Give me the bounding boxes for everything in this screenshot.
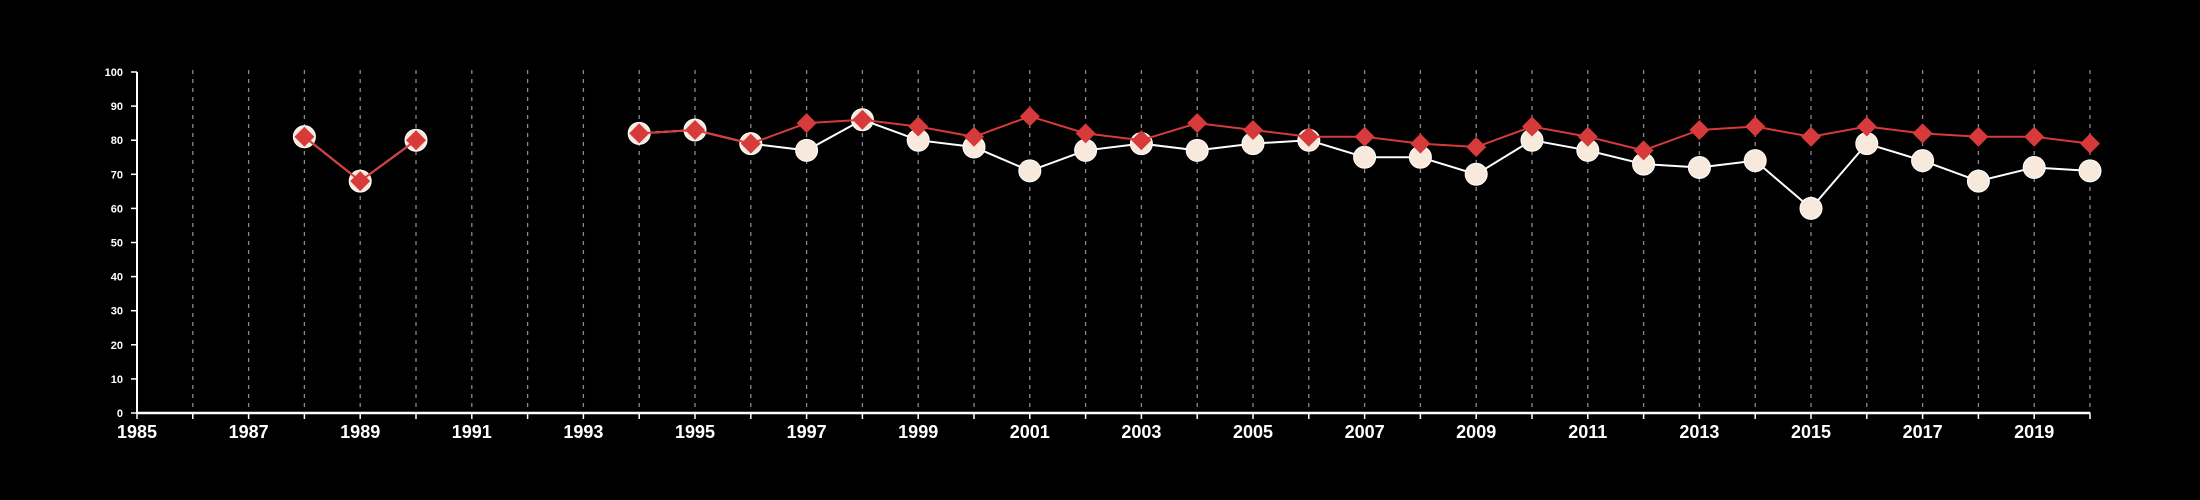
diamond-point-2005	[1243, 119, 1263, 140]
y-tick-label-10: 10	[111, 374, 123, 386]
diamond-point-1996	[740, 133, 761, 154]
diamond-point-2019	[2024, 126, 2045, 147]
diamond-point-2006	[1298, 126, 1319, 147]
x-tick-label-2001: 2001	[1010, 422, 1050, 442]
circle-point-2001	[1018, 159, 1042, 183]
diamond-point-2020	[2080, 133, 2100, 154]
diamond-point-1997	[796, 113, 817, 134]
x-tick-label-2005: 2005	[1233, 422, 1273, 442]
diamond-point-2015	[1801, 126, 1821, 147]
circle-point-2019	[2022, 155, 2046, 179]
series-layer	[292, 106, 2102, 220]
x-tick-label-1997: 1997	[787, 422, 827, 442]
y-tick-label-50: 50	[111, 238, 123, 250]
diamond-point-2004	[1187, 113, 1208, 134]
x-tick-label-1989: 1989	[340, 422, 380, 442]
diamond-point-1989	[350, 171, 371, 192]
y-tick-label-80: 80	[111, 135, 123, 147]
diamond-point-2013	[1689, 119, 1710, 140]
x-tick-label-2017: 2017	[1903, 422, 1943, 442]
diamond-point-1995	[685, 119, 705, 140]
circle-point-2020	[2078, 159, 2102, 183]
y-tick-label-90: 90	[111, 101, 123, 113]
diamond-point-2000	[964, 126, 984, 147]
x-tick-label-1999: 1999	[898, 422, 938, 442]
x-tick-label-2015: 2015	[1791, 422, 1831, 442]
diamond-point-2002	[1075, 123, 1096, 144]
diamond-point-1990	[406, 130, 426, 151]
diamond-point-2001	[1019, 106, 1040, 127]
diamond-point-1994	[629, 123, 650, 144]
circle-point-2009	[1464, 162, 1488, 186]
y-tick-label-60: 60	[111, 203, 123, 215]
diamond-point-1999	[908, 116, 929, 137]
circle-point-2015	[1799, 196, 1823, 220]
diamond-point-2018	[1968, 126, 1989, 147]
series-1-diamond	[294, 106, 2100, 192]
x-tick-label-2007: 2007	[1345, 422, 1385, 442]
x-tick-label-1985: 1985	[117, 422, 157, 442]
x-tick-label-2019: 2019	[2014, 422, 2054, 442]
circle-point-2007	[1353, 145, 1377, 169]
circle-point-2014	[1743, 149, 1767, 173]
circle-point-2017	[1911, 149, 1935, 173]
x-tick-label-1987: 1987	[229, 422, 269, 442]
axes-layer: 0 10 20 30 40 50 60 70 80 90 100 1985 1987 1989 1991 19…	[105, 67, 2091, 442]
y-tick-label-100: 100	[105, 67, 123, 79]
circle-point-1997	[795, 138, 819, 162]
circle-point-2013	[1687, 155, 1711, 179]
y-tick-label-0: 0	[117, 408, 123, 420]
diamond-point-2008	[1410, 133, 1431, 154]
diamond-point-2016	[1856, 116, 1877, 137]
diamond-point-1998	[852, 109, 873, 130]
x-tick-label-1991: 1991	[452, 422, 492, 442]
diamond-point-1988	[294, 126, 315, 147]
x-tick-label-2011: 2011	[1568, 422, 1607, 442]
x-tick-label-2009: 2009	[1456, 422, 1496, 442]
circle-point-2004	[1185, 138, 1209, 162]
x-tick-label-2013: 2013	[1679, 422, 1719, 442]
y-tick-label-70: 70	[111, 169, 123, 181]
diamond-point-2010	[1522, 116, 1542, 137]
y-tick-label-20: 20	[111, 340, 123, 352]
x-tick-label-1995: 1995	[675, 422, 715, 442]
diamond-point-2007	[1354, 126, 1375, 147]
diamond-point-2011	[1577, 126, 1598, 147]
diamond-point-2017	[1912, 123, 1933, 144]
circle-point-2018	[1966, 169, 1990, 193]
x-tick-label-2003: 2003	[1121, 422, 1161, 442]
diamond-point-2014	[1745, 116, 1766, 137]
diamond-point-2003	[1131, 130, 1152, 151]
diamond-point-2012	[1633, 140, 1654, 161]
diamond-point-2009	[1466, 137, 1487, 158]
y-tick-label-30: 30	[111, 306, 123, 318]
x-tick-label-1993: 1993	[563, 422, 603, 442]
y-tick-label-40: 40	[111, 272, 123, 284]
grid-layer	[192, 70, 2091, 413]
